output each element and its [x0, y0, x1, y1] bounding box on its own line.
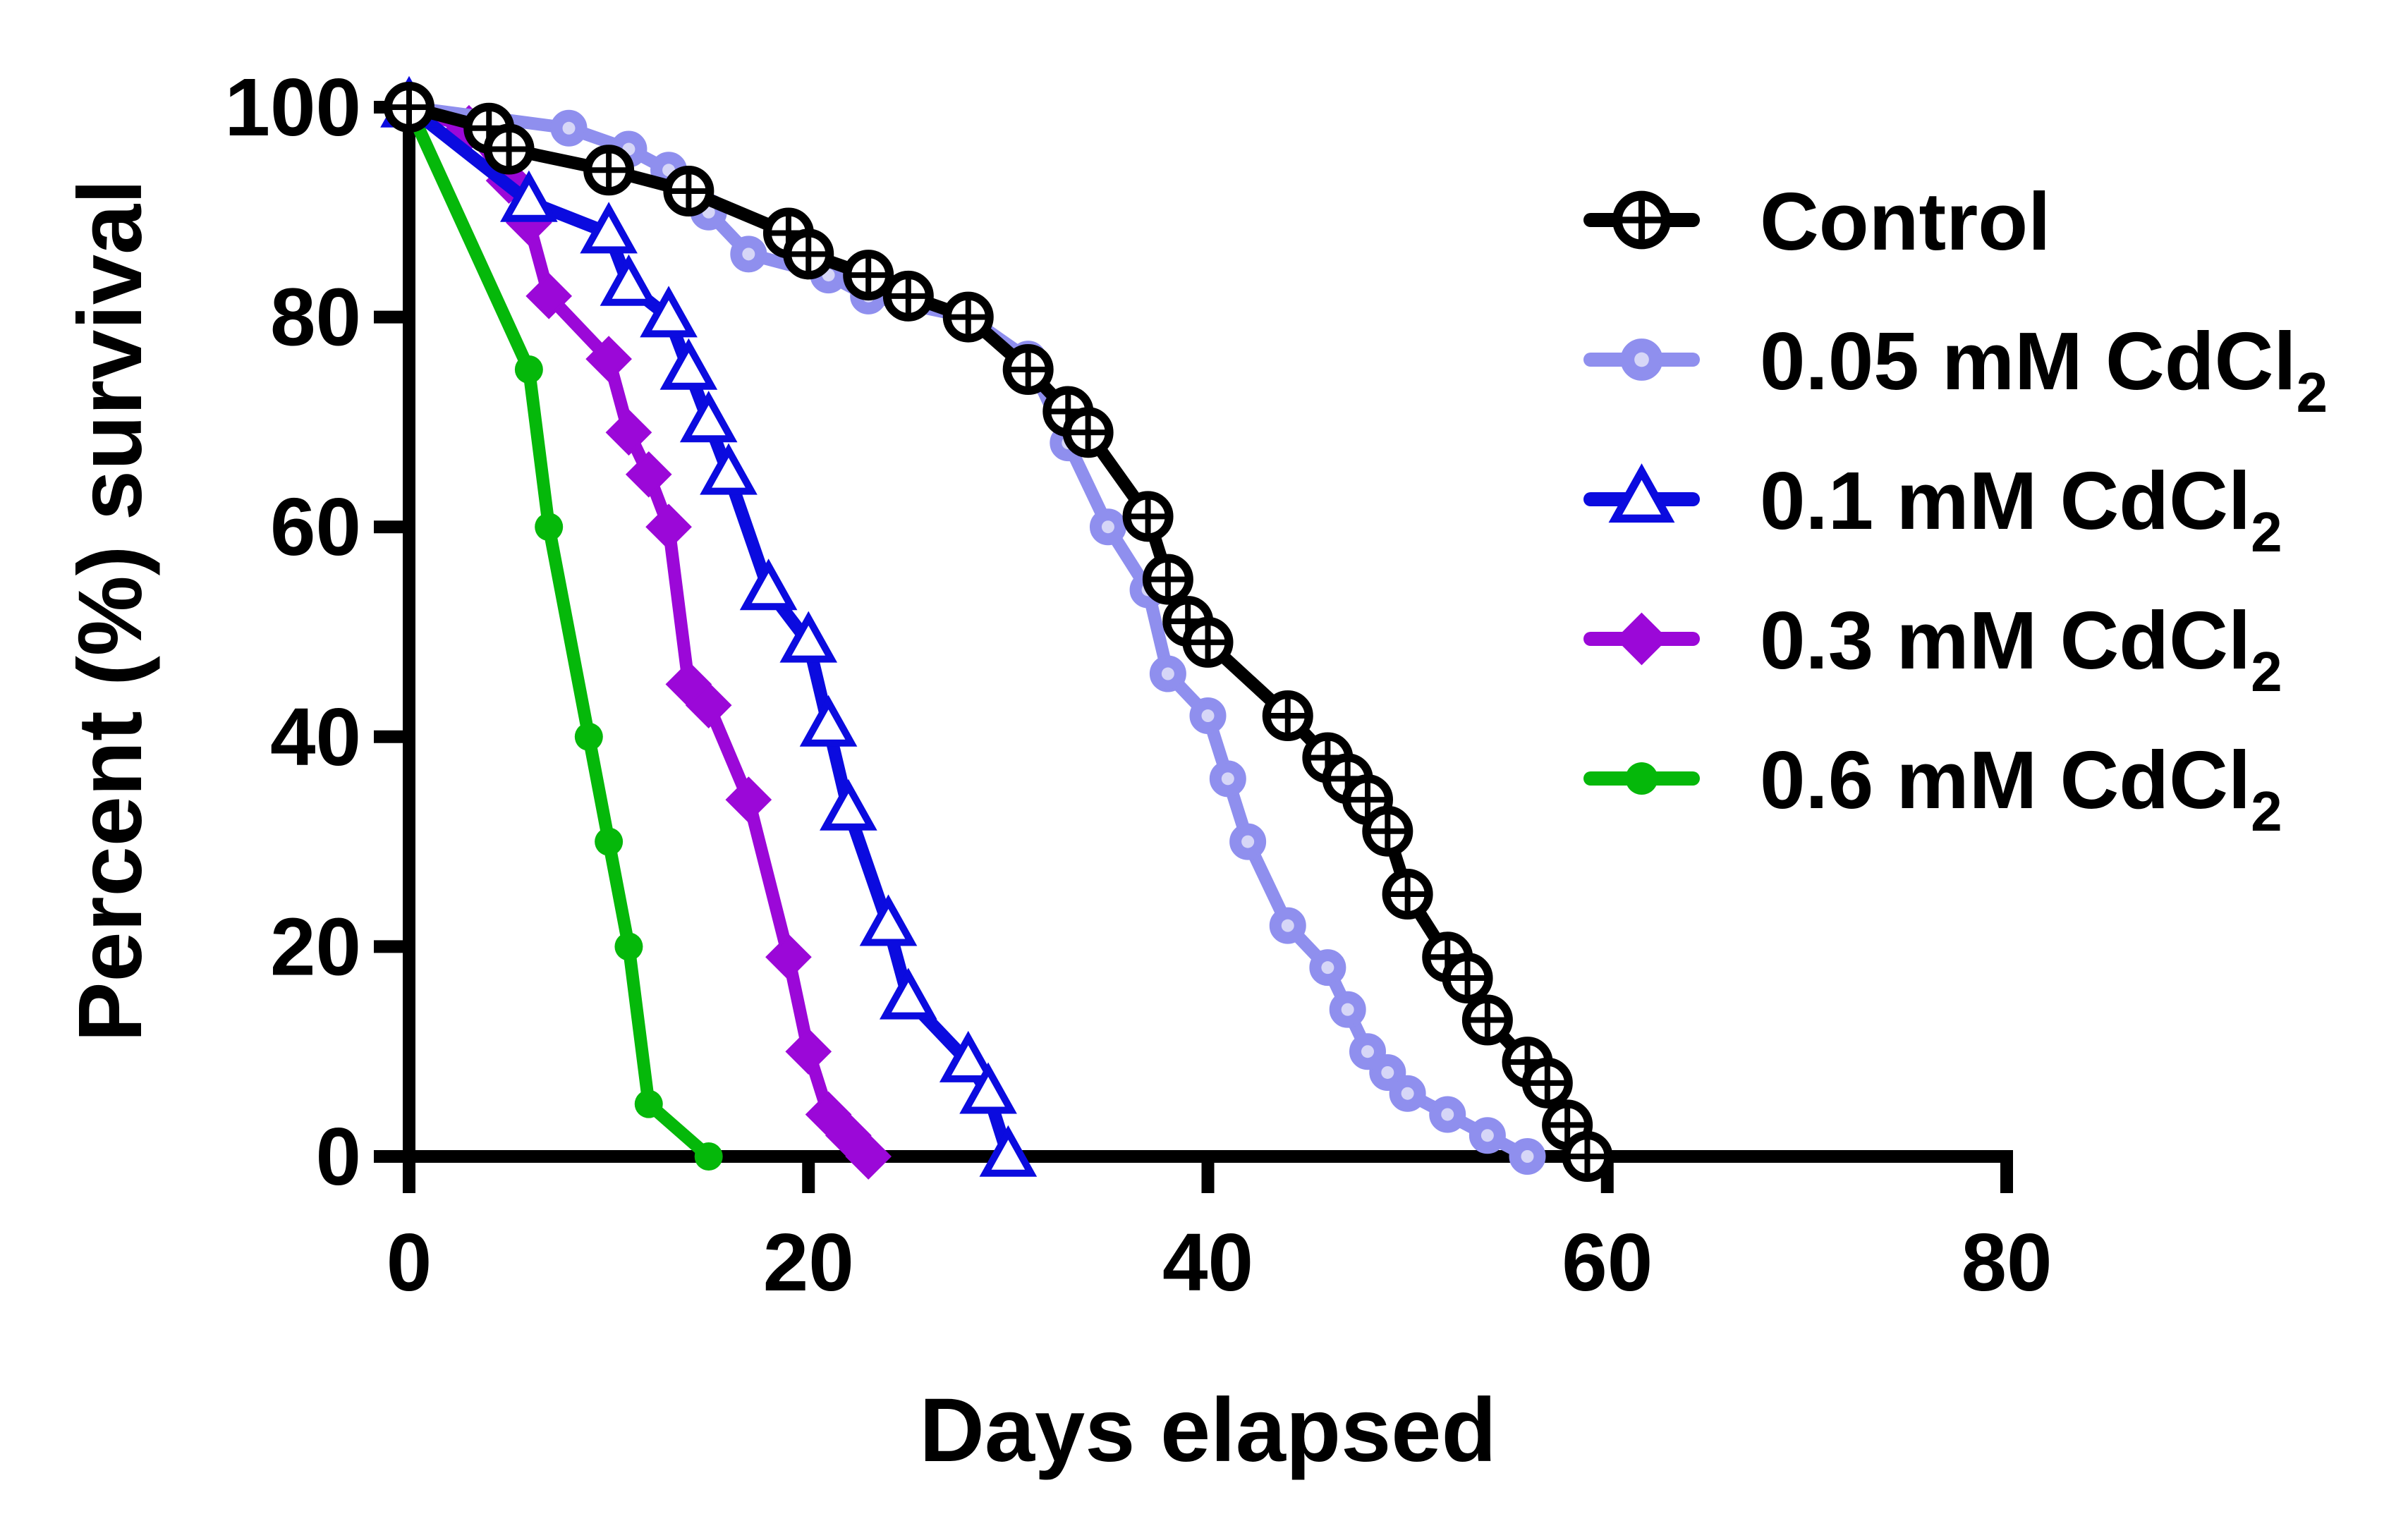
data-point-center	[1221, 772, 1234, 786]
series-1	[384, 82, 1613, 1182]
x-tick-label: 60	[1562, 1216, 1653, 1308]
data-point-center	[1341, 1003, 1354, 1016]
data-point	[614, 932, 643, 961]
data-point-center	[1521, 1150, 1534, 1163]
data-point-center	[1321, 961, 1334, 975]
data-point-center	[1281, 919, 1294, 932]
data-point-center	[1361, 1045, 1374, 1058]
legend-entry: 0.3 mM CdCl2	[1583, 594, 2282, 703]
data-point	[585, 336, 632, 382]
data-point-center	[1241, 835, 1255, 848]
data-point	[595, 827, 624, 856]
data-point-center	[562, 121, 576, 135]
legend-label: Control	[1760, 176, 2050, 267]
data-point	[1615, 612, 1668, 666]
x-axis-title: Days elapsed	[919, 1380, 1496, 1481]
series-5	[395, 93, 723, 1171]
data-point-center	[1634, 352, 1649, 367]
data-point	[580, 202, 638, 254]
data-point	[765, 934, 812, 981]
data-point	[859, 894, 918, 946]
legend-label-subscript: 2	[2297, 361, 2328, 424]
data-point	[799, 695, 858, 747]
y-tick-label: 60	[270, 481, 361, 573]
legend-entry: 0.1 mM CdCl2	[1583, 455, 2282, 563]
x-tick-label: 0	[387, 1216, 432, 1308]
legend-label: 0.3 mM CdCl2	[1760, 594, 2282, 703]
data-point	[879, 967, 937, 1020]
y-tick-label: 100	[224, 61, 361, 153]
data-point	[1608, 463, 1675, 523]
data-point	[605, 409, 652, 456]
data-point-center	[1480, 1129, 1494, 1142]
axes: 0 20 40 60 80 0 20 40 60 80 100	[224, 61, 2052, 1308]
x-tick-label: 20	[763, 1216, 854, 1308]
data-point	[779, 611, 838, 663]
data-point	[845, 1133, 892, 1180]
data-point-center	[1381, 1065, 1394, 1079]
data-point	[700, 443, 758, 495]
legend-label-subscript: 2	[2251, 501, 2282, 563]
y-tick-label: 20	[270, 900, 361, 992]
data-point	[514, 355, 543, 384]
data-point-center	[1401, 1087, 1414, 1100]
data-point	[535, 513, 564, 542]
data-point	[820, 778, 877, 831]
legend-label-subscript: 2	[2251, 780, 2282, 843]
data-point-center	[1441, 1108, 1454, 1121]
data-point-center	[1101, 520, 1114, 534]
data-point	[679, 391, 738, 443]
y-tick-label: 40	[270, 691, 361, 783]
legend-label: 0.1 mM CdCl2	[1760, 455, 2282, 563]
legend: Control 0.05 mM CdCl2 0.1 mM CdCl2 0.3 mM C…	[1583, 176, 2328, 843]
y-axis-title: Percent (%) survival	[60, 179, 161, 1042]
data-point	[685, 682, 732, 728]
legend-entry: 0.6 mM CdCl2	[1583, 734, 2282, 843]
x-tick-label: 40	[1162, 1216, 1253, 1308]
data-point	[600, 254, 658, 306]
data-point	[785, 1028, 832, 1075]
data-point	[574, 722, 603, 751]
series-3	[380, 75, 1038, 1177]
data-point	[525, 273, 573, 319]
y-tick-label: 0	[315, 1111, 361, 1202]
legend-entry: Control	[1583, 176, 2050, 267]
legend-entry: 0.05 mM CdCl2	[1583, 315, 2328, 424]
legend-label: 0.6 mM CdCl2	[1760, 734, 2282, 843]
data-point-center	[1161, 667, 1174, 680]
series-line	[403, 101, 1594, 1163]
data-point	[500, 170, 558, 222]
data-point	[625, 451, 672, 498]
data-point	[694, 1142, 723, 1171]
data-point	[979, 1125, 1038, 1177]
data-point	[725, 776, 772, 823]
data-point	[959, 1062, 1017, 1114]
legend-label-subscript: 2	[2251, 640, 2282, 703]
series-layer	[380, 75, 1613, 1182]
data-point	[645, 503, 692, 551]
data-point	[640, 286, 698, 338]
data-point	[739, 558, 798, 611]
data-point-center	[742, 248, 755, 261]
data-point-center	[1201, 709, 1215, 723]
data-point	[939, 1030, 997, 1082]
series-line	[403, 101, 715, 1163]
legend-label: 0.05 mM CdCl2	[1760, 315, 2328, 424]
x-tick-label: 80	[1961, 1216, 2052, 1308]
data-point	[634, 1089, 663, 1118]
y-tick-label: 80	[270, 271, 361, 363]
data-point	[659, 338, 718, 390]
data-point	[1625, 762, 1658, 795]
